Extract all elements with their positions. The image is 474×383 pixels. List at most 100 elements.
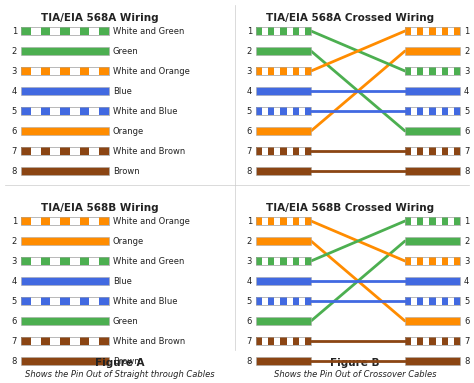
Bar <box>405 67 411 75</box>
Text: Shows the Pin Out of Crossover Cables: Shows the Pin Out of Crossover Cables <box>274 370 436 379</box>
Bar <box>21 27 109 35</box>
Text: 2: 2 <box>12 46 17 56</box>
Bar <box>256 27 262 35</box>
Bar <box>405 337 460 345</box>
Bar <box>60 107 70 115</box>
Text: 8: 8 <box>12 357 17 365</box>
Text: 7: 7 <box>12 147 17 155</box>
Bar <box>454 67 460 75</box>
Bar <box>21 257 31 265</box>
Bar <box>429 147 436 155</box>
Bar <box>268 107 274 115</box>
Bar <box>21 67 31 75</box>
Bar <box>41 107 50 115</box>
Bar <box>256 317 311 325</box>
Bar <box>99 297 109 305</box>
Bar <box>454 297 460 305</box>
Text: 7: 7 <box>246 147 252 155</box>
Bar <box>429 67 436 75</box>
Text: 3: 3 <box>246 257 252 265</box>
Text: 6: 6 <box>464 316 469 326</box>
Bar <box>21 297 31 305</box>
Bar <box>256 297 262 305</box>
Bar <box>405 147 460 155</box>
Bar <box>268 257 274 265</box>
Text: 6: 6 <box>246 126 252 136</box>
Bar <box>256 217 262 225</box>
Bar <box>405 337 460 345</box>
Bar <box>21 337 109 345</box>
Text: 8: 8 <box>246 357 252 365</box>
Bar <box>99 27 109 35</box>
Text: White and Green: White and Green <box>113 257 184 265</box>
Text: 1: 1 <box>12 26 17 36</box>
Bar <box>256 357 311 365</box>
Bar <box>256 257 262 265</box>
Bar <box>417 257 423 265</box>
Bar <box>256 147 311 155</box>
Bar <box>60 147 70 155</box>
Text: 3: 3 <box>464 257 469 265</box>
Text: 2: 2 <box>247 236 252 246</box>
Bar <box>417 67 423 75</box>
Bar <box>60 67 70 75</box>
Bar <box>281 297 287 305</box>
Text: Green: Green <box>113 46 139 56</box>
Bar <box>442 147 448 155</box>
Bar <box>405 217 460 225</box>
Text: 1: 1 <box>247 26 252 36</box>
Text: 5: 5 <box>12 296 17 306</box>
Bar <box>256 217 311 225</box>
Bar <box>281 337 287 345</box>
Text: 3: 3 <box>12 67 17 75</box>
Bar <box>21 67 109 75</box>
Bar <box>21 277 109 285</box>
Text: 1: 1 <box>12 216 17 226</box>
Text: 7: 7 <box>464 147 469 155</box>
Bar <box>99 67 109 75</box>
Bar <box>21 337 109 345</box>
Bar <box>256 257 311 265</box>
Text: 1: 1 <box>247 216 252 226</box>
Bar <box>405 337 411 345</box>
Text: 5: 5 <box>12 106 17 116</box>
Bar <box>292 217 299 225</box>
Bar <box>405 27 460 35</box>
Bar <box>405 357 460 365</box>
Bar <box>80 257 90 265</box>
Bar <box>405 47 460 55</box>
Bar <box>305 27 311 35</box>
Bar <box>21 217 109 225</box>
Text: 6: 6 <box>12 126 17 136</box>
Bar <box>405 27 411 35</box>
Bar <box>256 107 262 115</box>
Text: 8: 8 <box>464 357 469 365</box>
Text: 5: 5 <box>464 296 469 306</box>
Bar <box>256 277 311 285</box>
Text: White and Blue: White and Blue <box>113 106 177 116</box>
Bar <box>21 297 109 305</box>
Bar <box>60 217 70 225</box>
Bar <box>60 257 70 265</box>
Bar <box>256 237 311 245</box>
Bar <box>21 167 109 175</box>
Bar <box>292 297 299 305</box>
Text: 3: 3 <box>12 257 17 265</box>
Bar <box>429 107 436 115</box>
Text: White and Blue: White and Blue <box>113 296 177 306</box>
Bar <box>256 107 311 115</box>
Bar <box>417 27 423 35</box>
Bar <box>281 67 287 75</box>
Bar <box>405 297 460 305</box>
Text: TIA/EIA 568A Crossed Wiring: TIA/EIA 568A Crossed Wiring <box>266 13 434 23</box>
Bar <box>405 257 460 265</box>
Bar <box>305 147 311 155</box>
Text: 2: 2 <box>247 46 252 56</box>
Bar <box>256 147 311 155</box>
Text: 5: 5 <box>247 106 252 116</box>
Text: White and Brown: White and Brown <box>113 337 185 345</box>
Text: Blue: Blue <box>113 87 132 95</box>
Bar <box>281 27 287 35</box>
Bar <box>405 297 411 305</box>
Text: TIA/EIA 568B Wiring: TIA/EIA 568B Wiring <box>41 203 159 213</box>
